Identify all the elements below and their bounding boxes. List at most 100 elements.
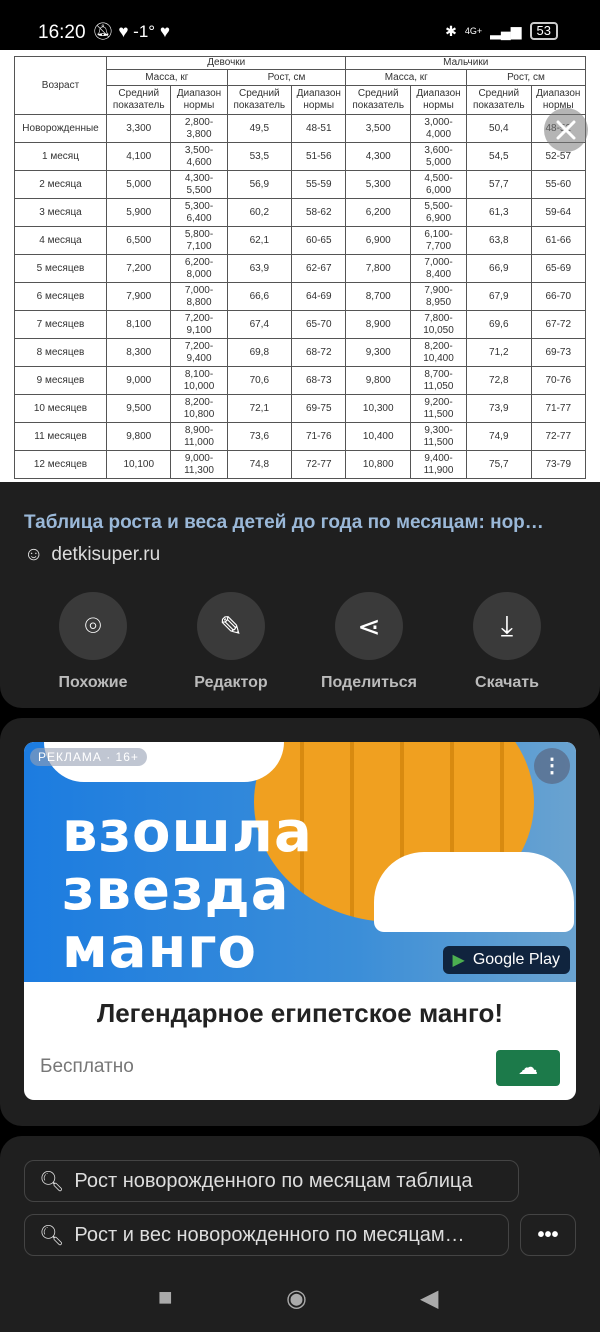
table-row: 6 месяцев 7,900 7,000-8,800 66,6 64-69 8,700 7… — [14, 282, 587, 311]
value-cell: 69,6 — [466, 310, 532, 339]
value-cell: 67,4 — [226, 310, 293, 339]
table-row: 4 месяца 6,500 5,800-7,100 62,1 60-65 6,900 6,… — [14, 226, 587, 255]
value-cell: 8,100 — [105, 310, 172, 339]
store-name: Google Play — [472, 951, 560, 968]
value-cell: 9,300-11,500 — [409, 422, 468, 451]
more-options-button[interactable]: ⋮ — [534, 748, 570, 784]
value-cell: 10,100 — [105, 450, 172, 479]
result-panel: Таблица роста и веса детей до года по ме… — [0, 482, 600, 708]
value-cell: 69,8 — [226, 338, 293, 367]
recents-button[interactable]: ■ — [158, 1284, 173, 1311]
ad-price: Бесплатно — [40, 1056, 134, 1077]
value-cell: 66,9 — [466, 254, 532, 283]
value-cell: 3,300 — [105, 114, 172, 143]
age-cell: 3 месяца — [14, 198, 107, 227]
value-cell: 66-70 — [530, 282, 587, 311]
cloud-download-icon: ☁ — [518, 1057, 538, 1079]
value-cell: 67-72 — [530, 310, 587, 339]
source-link[interactable]: ☺ detkisuper.ru — [24, 544, 160, 566]
image-preview[interactable]: Возраст Девочки Мальчики Масса, кг Рост, см… — [0, 50, 600, 482]
header-boys: Мальчики — [345, 56, 586, 70]
ad-slogan: взошла звезда манго — [62, 800, 313, 981]
ad-banner[interactable]: взошла звезда манго РЕКЛАМА · 16+ ⋮ ▶ Goo… — [24, 742, 576, 982]
value-cell: 8,700-11,050 — [409, 366, 468, 395]
value-cell: 71-76 — [291, 422, 347, 451]
header-height: Рост, см — [466, 69, 586, 86]
table-row: Новорожденные 3,300 2,800-3,800 49,5 48-51 3,… — [14, 114, 587, 143]
value-cell: 62,1 — [226, 226, 293, 255]
cloud-image — [374, 852, 574, 932]
more-suggestions-button[interactable]: ••• — [520, 1214, 576, 1256]
value-cell: 5,500-6,900 — [409, 198, 468, 227]
suggestion-text: Рост новорожденного по месяцам таблица — [74, 1169, 473, 1192]
value-cell: 9,200-11,500 — [409, 394, 468, 423]
value-cell: 8,100-10,000 — [170, 366, 228, 395]
action-lens-button[interactable]: ⌾ Похожие — [33, 592, 153, 692]
suggestion-chip[interactable]: 🔍︎ Рост и вес новорожденного по месяцам… — [24, 1214, 509, 1256]
header-mass: Масса, кг — [345, 69, 468, 86]
suggestions-panel: 🔍︎ Рост новорожденного по месяцам таблица… — [0, 1136, 600, 1296]
table-row: 8 месяцев 8,300 7,200-9,400 69,8 68-72 9,300 8… — [14, 338, 587, 367]
back-button[interactable]: ◀ — [420, 1285, 439, 1312]
value-cell: 53,5 — [226, 142, 293, 171]
value-cell: 69-75 — [291, 394, 347, 423]
signal-icon: ▂▄▆ — [490, 22, 522, 39]
value-cell: 8,300 — [105, 338, 172, 367]
action-pencil-button[interactable]: ✎ Редактор — [171, 592, 291, 692]
search-icon: 🔍︎ — [39, 1170, 65, 1193]
download-app-button[interactable]: ☁ — [496, 1050, 560, 1086]
table-row: 5 месяцев 7,200 6,200-8,000 63,9 62-67 7,800 7… — [14, 254, 587, 283]
battery-icon: 53 — [529, 22, 558, 40]
header-avg: Средний показатель — [105, 85, 172, 115]
age-cell: 4 месяца — [14, 226, 107, 255]
value-cell: 73-79 — [530, 450, 587, 479]
table-row: 1 месяц 4,100 3,500-4,600 53,5 51-56 4,300 3,6… — [14, 142, 587, 171]
value-cell: 50,4 — [466, 114, 532, 143]
value-cell: 73,9 — [466, 394, 532, 423]
table-row: 2 месяца 5,000 4,300-5,500 56,9 55-59 5,300 4,… — [14, 170, 587, 199]
header-avg: Средний показатель — [226, 85, 293, 115]
value-cell: 63,8 — [466, 226, 532, 255]
value-cell: 10,400 — [345, 422, 411, 451]
age-cell: 6 месяцев — [14, 282, 107, 311]
value-cell: 5,300-6,400 — [170, 198, 228, 227]
header-mass: Масса, кг — [106, 69, 228, 86]
suggestion-chip[interactable]: 🔍︎ Рост новорожденного по месяцам таблица — [24, 1160, 519, 1202]
header-avg: Средний показатель — [466, 85, 532, 115]
weather-icon: ♥ — [118, 22, 129, 41]
value-cell: 68-73 — [291, 366, 347, 395]
action-label: Поделиться — [320, 674, 418, 691]
value-cell: 63,9 — [226, 254, 293, 283]
weather-icon: ♥ — [159, 22, 170, 41]
home-button[interactable]: ◉ — [286, 1285, 307, 1312]
close-button[interactable] — [544, 108, 588, 152]
value-cell: 66,6 — [226, 282, 293, 311]
value-cell: 9,400-11,900 — [409, 450, 468, 479]
value-cell: 4,300-5,500 — [170, 170, 228, 199]
age-cell: 1 месяц — [14, 142, 107, 171]
action-share-button[interactable]: ⋖ Поделиться — [309, 592, 429, 692]
pencil-icon: ✎ — [197, 592, 265, 660]
value-cell: 3,500 — [345, 114, 411, 143]
table-row: 10 месяцев 9,500 8,200-10,800 72,1 69-75 10,3… — [14, 394, 587, 423]
value-cell: 72,1 — [226, 394, 293, 423]
result-title-link[interactable]: Таблица роста и веса детей до года по ме… — [24, 512, 544, 533]
age-cell: 8 месяцев — [14, 338, 107, 367]
google-play-badge[interactable]: ▶ Google Play — [442, 946, 570, 974]
lens-icon: ⌾ — [59, 592, 127, 660]
age-cell: 9 месяцев — [14, 366, 107, 395]
value-cell: 7,800-10,050 — [409, 310, 468, 339]
value-cell: 7,200-9,400 — [170, 338, 228, 367]
age-cell: Новорожденные — [14, 114, 107, 143]
value-cell: 72-77 — [530, 422, 587, 451]
value-cell: 4,100 — [105, 142, 172, 171]
value-cell: 3,000-4,000 — [409, 114, 468, 143]
value-cell: 71,2 — [466, 338, 532, 367]
play-icon: ▶ — [452, 952, 465, 969]
nav-bar: ■ ◉ ◀ — [0, 1272, 600, 1332]
value-cell: 71-77 — [530, 394, 587, 423]
suggestion-text: Рост и вес новорожденного по месяцам… — [74, 1223, 465, 1246]
value-cell: 75,7 — [466, 450, 532, 479]
action-download-button[interactable]: ⤓ Скачать — [447, 592, 567, 692]
ad-card[interactable]: взошла звезда манго РЕКЛАМА · 16+ ⋮ ▶ Goo… — [24, 742, 576, 1100]
